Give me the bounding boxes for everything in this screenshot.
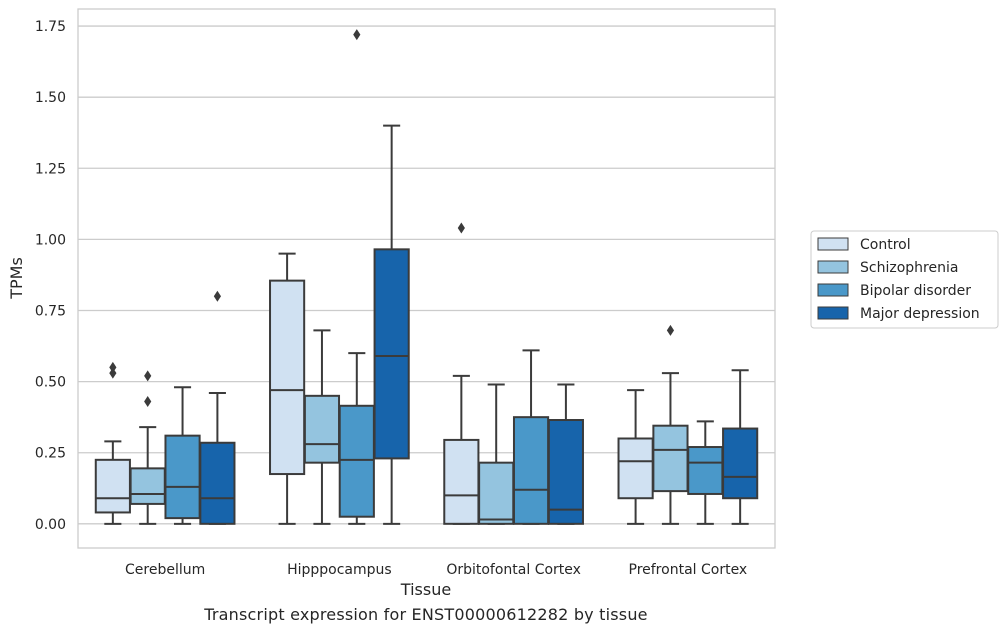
outlier-point	[666, 324, 675, 336]
box-2-0	[443, 222, 480, 525]
box-2-1	[478, 383, 515, 525]
x-tick-label: Orbitofontal Cortex	[446, 562, 581, 578]
box-3-3	[722, 369, 759, 525]
box-0-3	[199, 290, 236, 525]
legend-frame	[810, 230, 999, 329]
y-tick-labels: 0.00 0.25 0.50 0.75 1.00 1.25 1.50 1.75	[35, 19, 66, 533]
x-tick-label: Hipppocampus	[287, 562, 392, 578]
box-iqr	[199, 441, 236, 525]
y-axis-label: TPMs	[7, 257, 26, 300]
box-iqr	[617, 437, 654, 500]
outlier-point	[109, 367, 117, 379]
legend-swatch	[817, 283, 849, 297]
outlier-point	[144, 370, 152, 382]
outlier-point	[353, 29, 361, 41]
y-tick-label: 0.25	[35, 446, 66, 462]
box-1-3	[373, 124, 410, 525]
y-tick-label: 1.25	[35, 161, 66, 177]
legend-label: Control	[860, 237, 911, 253]
outlier-point	[109, 361, 117, 373]
y-tick-label: 0.00	[35, 517, 66, 533]
box-iqr	[478, 461, 515, 525]
box-2-2	[512, 349, 550, 525]
box-iqr	[129, 467, 166, 505]
legend-swatch	[817, 237, 849, 251]
y-tick-label: 1.75	[35, 19, 66, 35]
box-iqr	[164, 434, 201, 520]
box-iqr	[94, 458, 131, 514]
box-0-0	[94, 361, 131, 525]
box-layer	[94, 29, 759, 525]
box-iqr	[443, 438, 480, 525]
box-iqr	[512, 416, 550, 525]
y-tick-label: 0.50	[35, 375, 66, 391]
legend: Control Schizophrenia Bipolar disorder Majo…	[810, 230, 999, 329]
legend-label: Bipolar disorder	[860, 283, 971, 299]
box-3-2	[687, 420, 724, 525]
figure-caption: Transcript expression for ENST0000061228…	[204, 605, 648, 624]
legend-swatch	[817, 260, 849, 274]
outlier-point	[457, 222, 465, 234]
box-1-0	[269, 252, 306, 525]
box-3-1	[652, 324, 689, 525]
box-3-0	[617, 389, 654, 525]
box-iqr	[547, 419, 584, 525]
x-tick-labels: Cerebellum Hipppocampus Orbitofontal Corte…	[125, 562, 747, 578]
box-iqr	[269, 279, 306, 476]
legend-label: Major depression	[860, 306, 980, 322]
y-tick-label: 0.75	[35, 303, 66, 319]
box-2-3	[547, 383, 584, 525]
box-0-1	[129, 370, 166, 525]
box-iqr	[373, 248, 410, 460]
box-iqr	[722, 427, 759, 500]
legend-label: Schizophrenia	[860, 260, 958, 276]
outlier-point	[213, 290, 221, 302]
box-1-2	[338, 29, 375, 525]
box-iqr	[687, 446, 724, 495]
box-1-1	[303, 329, 341, 525]
x-tick-label: Cerebellum	[125, 562, 205, 578]
legend-swatch	[817, 306, 849, 320]
y-tick-label: 1.00	[35, 232, 66, 248]
x-tick-label: Prefrontal Cortex	[629, 562, 748, 578]
y-tick-label: 1.50	[35, 90, 66, 106]
box-iqr	[652, 424, 689, 493]
outlier-point	[144, 396, 152, 408]
x-axis-label: Tissue	[400, 580, 451, 599]
box-0-2	[164, 386, 201, 525]
plot-frame	[77, 8, 776, 549]
box-iqr	[303, 394, 341, 464]
box-iqr	[338, 404, 375, 518]
